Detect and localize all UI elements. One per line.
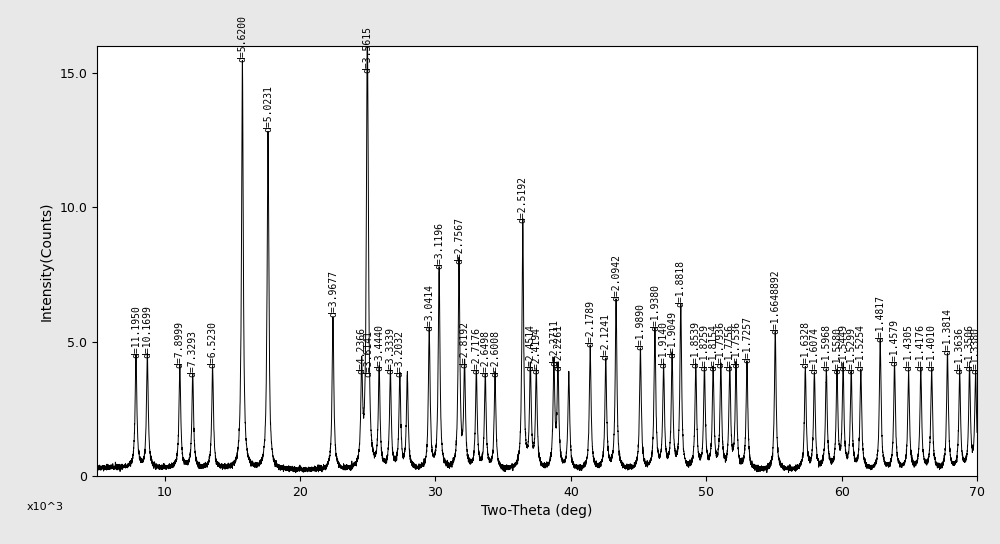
Text: d=2.4194: d=2.4194 bbox=[531, 327, 541, 374]
Text: d=2.1241: d=2.1241 bbox=[601, 313, 611, 361]
Text: d=10.1699: d=10.1699 bbox=[142, 305, 152, 358]
Text: d=11.1950: d=11.1950 bbox=[131, 305, 141, 358]
Text: d=1.7257: d=1.7257 bbox=[742, 316, 752, 363]
Text: d=2.6008: d=2.6008 bbox=[490, 330, 500, 376]
Text: d=3.4440: d=3.4440 bbox=[374, 324, 384, 371]
Text: d=1.6328: d=1.6328 bbox=[800, 322, 810, 368]
Text: d=1.3506: d=1.3506 bbox=[965, 324, 975, 371]
Text: d=1.4176: d=1.4176 bbox=[916, 324, 926, 371]
Text: d=1.4010: d=1.4010 bbox=[927, 324, 937, 371]
Text: d=1.7756: d=1.7756 bbox=[725, 324, 735, 371]
Text: d=5.0231: d=5.0231 bbox=[263, 85, 273, 132]
Text: d=1.4817: d=1.4817 bbox=[875, 295, 885, 342]
Text: d=1.7536: d=1.7536 bbox=[731, 322, 741, 368]
Text: d=2.2261: d=2.2261 bbox=[553, 324, 563, 371]
Text: d=1.6648892: d=1.6648892 bbox=[770, 269, 780, 333]
Text: d=3.3339: d=3.3339 bbox=[385, 327, 395, 374]
Text: d=1.5299: d=1.5299 bbox=[846, 327, 856, 374]
Text: d=1.8818: d=1.8818 bbox=[676, 259, 686, 307]
Text: d=1.8539: d=1.8539 bbox=[691, 322, 701, 368]
Text: d=1.5580: d=1.5580 bbox=[832, 327, 842, 374]
Text: d=2.6498: d=2.6498 bbox=[480, 330, 490, 376]
Text: d=1.9049: d=1.9049 bbox=[667, 311, 677, 358]
Text: d=1.8259: d=1.8259 bbox=[699, 324, 709, 371]
Text: d=2.7176: d=2.7176 bbox=[471, 327, 481, 374]
Text: d=1.3380: d=1.3380 bbox=[971, 327, 981, 374]
Text: d=2.5192: d=2.5192 bbox=[518, 176, 528, 224]
Text: d=3.6141: d=3.6141 bbox=[363, 330, 373, 376]
Text: d=1.4305: d=1.4305 bbox=[904, 324, 914, 371]
X-axis label: Two-Theta (deg): Two-Theta (deg) bbox=[481, 504, 593, 518]
Text: d=2.8192: d=2.8192 bbox=[460, 322, 470, 368]
Text: d=1.3636: d=1.3636 bbox=[955, 327, 965, 374]
Text: d=7.3293: d=7.3293 bbox=[188, 330, 198, 376]
Text: d=6.5230: d=6.5230 bbox=[208, 322, 218, 368]
Text: d=1.9140: d=1.9140 bbox=[659, 322, 669, 368]
Text: d=5.6200: d=5.6200 bbox=[237, 15, 247, 63]
Text: d=3.5615: d=3.5615 bbox=[362, 26, 372, 73]
Text: d=1.5254: d=1.5254 bbox=[856, 324, 866, 371]
Text: d=2.1789: d=2.1789 bbox=[585, 300, 595, 347]
Text: d=1.8154: d=1.8154 bbox=[708, 324, 718, 371]
Text: d=1.4579: d=1.4579 bbox=[890, 319, 900, 366]
Text: d=1.5449: d=1.5449 bbox=[838, 324, 848, 371]
Text: d=3.2032: d=3.2032 bbox=[395, 330, 405, 376]
Text: d=2.4514: d=2.4514 bbox=[525, 324, 535, 371]
Text: d=2.0942: d=2.0942 bbox=[611, 255, 621, 301]
Text: d=1.6074: d=1.6074 bbox=[809, 327, 819, 374]
Text: d=1.5968: d=1.5968 bbox=[821, 324, 831, 371]
Text: d=4.2366: d=4.2366 bbox=[357, 327, 367, 374]
Text: d=7.8999: d=7.8999 bbox=[175, 322, 185, 368]
Text: d=1.3814: d=1.3814 bbox=[942, 308, 952, 355]
Text: d=1.7936: d=1.7936 bbox=[716, 322, 726, 368]
Text: d=2.2711: d=2.2711 bbox=[549, 319, 559, 366]
Text: x10^3: x10^3 bbox=[27, 502, 64, 512]
Text: d=3.9677: d=3.9677 bbox=[328, 270, 338, 318]
Text: d=1.9890: d=1.9890 bbox=[635, 302, 645, 350]
Text: d=1.9380: d=1.9380 bbox=[650, 284, 660, 331]
Text: d=3.1196: d=3.1196 bbox=[434, 222, 444, 269]
Y-axis label: Intensity(Counts): Intensity(Counts) bbox=[40, 201, 54, 321]
Text: d=3.0414: d=3.0414 bbox=[424, 284, 434, 331]
Text: d=2.7567: d=2.7567 bbox=[454, 217, 464, 264]
